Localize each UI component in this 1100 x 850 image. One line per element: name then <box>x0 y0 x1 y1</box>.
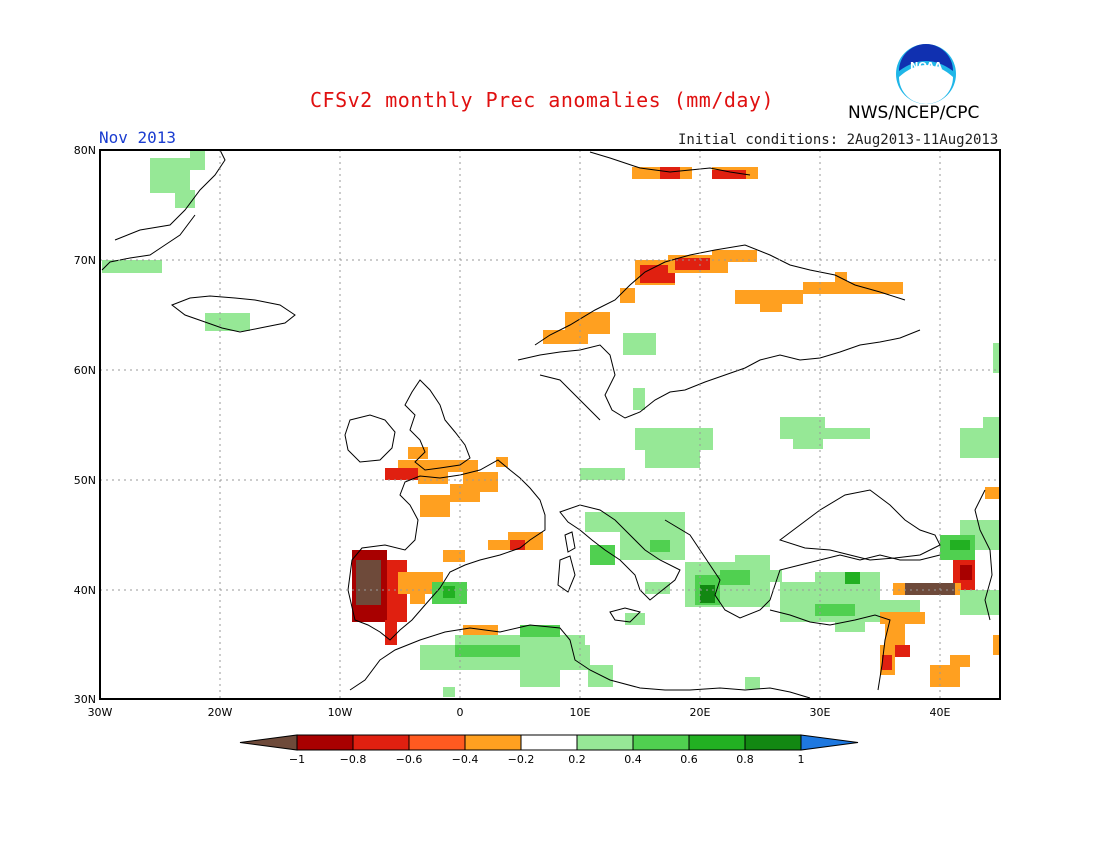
colorbar-swatch <box>744 734 802 751</box>
colorbar-tick-label: −1 <box>289 753 305 766</box>
colorbar-max-arrow <box>800 734 859 751</box>
colorbar-tick-label: 0.4 <box>624 753 642 766</box>
anomaly-fill <box>102 150 1000 697</box>
colorbar-min-arrow <box>239 734 298 751</box>
colorbar-swatch <box>408 734 466 751</box>
agency-label: NWS/NCEP/CPC <box>848 103 980 123</box>
colorbar: −1 −0.8 −0.6 −0.4 −0.2 0.2 0.4 0.6 0.8 1 <box>239 734 859 766</box>
lon-label: 20E <box>690 706 711 719</box>
colorbar-tick-label: −0.8 <box>340 753 367 766</box>
graticule <box>100 150 1000 699</box>
colorbar-tick-label: 0.6 <box>680 753 698 766</box>
colorbar-swatch <box>576 734 634 751</box>
colorbar-swatch <box>520 734 578 751</box>
colorbar-tick-label: −0.4 <box>452 753 479 766</box>
lon-label: 30E <box>810 706 831 719</box>
latitude-labels: 80N 70N 60N 50N 40N 30N <box>74 144 96 706</box>
map-title: CFSv2 monthly Prec anomalies (mm/day) <box>310 88 775 112</box>
colorbar-swatch <box>688 734 746 751</box>
lat-label: 70N <box>74 254 96 267</box>
forecast-month: Nov 2013 <box>99 128 177 147</box>
lat-label: 60N <box>74 364 96 377</box>
colorbar-swatch <box>464 734 522 751</box>
initial-conditions: Initial conditions: 2Aug2013-11Aug2013 <box>678 132 999 148</box>
lon-label: 10E <box>570 706 591 719</box>
colorbar-tick-label: −0.2 <box>508 753 535 766</box>
lon-label: 0 <box>457 706 464 719</box>
lat-label: 30N <box>74 693 96 706</box>
lon-label: 30W <box>88 706 113 719</box>
colorbar-tick-label: 0.2 <box>568 753 586 766</box>
lon-label: 40E <box>930 706 951 719</box>
lat-label: 40N <box>74 584 96 597</box>
longitude-labels: 30W 20W 10W 0 10E 20E 30E 40E <box>88 706 951 719</box>
colorbar-tick-label: 0.8 <box>736 753 754 766</box>
colorbar-tick-label: −0.6 <box>396 753 423 766</box>
lat-label: 50N <box>74 474 96 487</box>
colorbar-swatch <box>296 734 354 751</box>
lon-label: 20W <box>208 706 233 719</box>
lat-label: 80N <box>74 144 96 157</box>
noaa-logo: NOAA <box>896 44 956 104</box>
lon-label: 10W <box>328 706 353 719</box>
noaa-logo-text: NOAA <box>910 61 942 72</box>
coastlines <box>101 149 993 699</box>
colorbar-swatch <box>352 734 410 751</box>
colorbar-swatch <box>632 734 690 751</box>
colorbar-tick-label: 1 <box>798 753 805 766</box>
